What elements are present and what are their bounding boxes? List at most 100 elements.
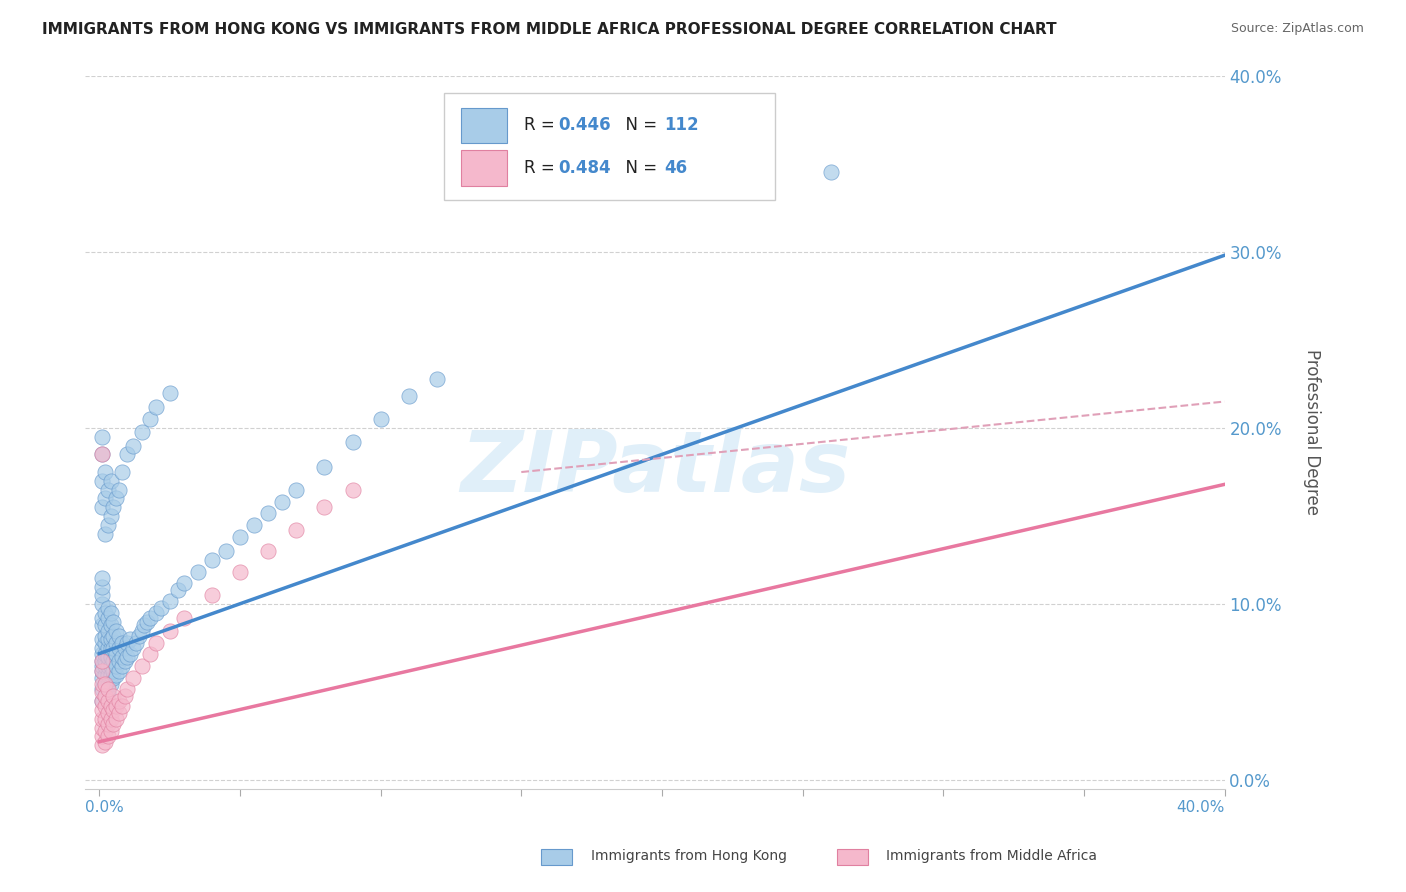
- Point: [215, 544, 238, 558]
- Point: [103, 641, 125, 656]
- Point: [97, 600, 120, 615]
- Text: ZIPatlas: ZIPatlas: [460, 426, 851, 509]
- Point: [97, 650, 120, 665]
- Point: [139, 412, 162, 426]
- Point: [97, 730, 120, 744]
- Point: [94, 618, 117, 632]
- Point: [91, 611, 114, 625]
- Point: [91, 618, 114, 632]
- Point: [105, 491, 128, 506]
- Text: 0.446: 0.446: [558, 117, 610, 135]
- Point: [91, 730, 114, 744]
- Point: [426, 371, 449, 385]
- Point: [103, 703, 125, 717]
- Point: [131, 659, 153, 673]
- Point: [103, 671, 125, 685]
- Point: [94, 676, 117, 690]
- Point: [94, 526, 117, 541]
- Point: [91, 694, 114, 708]
- Point: [167, 583, 190, 598]
- Point: [100, 712, 122, 726]
- Point: [111, 636, 134, 650]
- Point: [117, 636, 139, 650]
- Point: [103, 615, 125, 629]
- Point: [114, 689, 136, 703]
- Point: [97, 483, 120, 497]
- Text: 112: 112: [664, 117, 699, 135]
- Point: [91, 500, 114, 515]
- Text: R =: R =: [524, 117, 560, 135]
- Point: [187, 566, 209, 580]
- Point: [94, 712, 117, 726]
- Point: [134, 618, 156, 632]
- Point: [108, 694, 131, 708]
- Point: [100, 667, 122, 681]
- Point: [94, 724, 117, 739]
- Point: [94, 491, 117, 506]
- Text: N =: N =: [614, 117, 662, 135]
- Point: [229, 530, 252, 544]
- Point: [97, 706, 120, 721]
- Point: [91, 654, 114, 668]
- Point: [91, 447, 114, 461]
- Point: [103, 717, 125, 731]
- Point: [108, 629, 131, 643]
- Point: [91, 712, 114, 726]
- FancyBboxPatch shape: [461, 151, 506, 186]
- Point: [271, 495, 294, 509]
- Point: [139, 611, 162, 625]
- Point: [122, 439, 145, 453]
- Point: [100, 650, 122, 665]
- Point: [91, 738, 114, 752]
- Point: [314, 500, 336, 515]
- Point: [285, 523, 308, 537]
- Point: [100, 659, 122, 673]
- Point: [103, 500, 125, 515]
- Point: [94, 465, 117, 479]
- Point: [108, 641, 131, 656]
- Point: [342, 435, 364, 450]
- Point: [91, 664, 114, 678]
- Point: [100, 618, 122, 632]
- Point: [117, 650, 139, 665]
- Point: [91, 721, 114, 735]
- Point: [111, 465, 134, 479]
- Point: [370, 412, 392, 426]
- Point: [117, 447, 139, 461]
- Point: [94, 689, 117, 703]
- Point: [108, 706, 131, 721]
- Point: [108, 654, 131, 668]
- Point: [105, 636, 128, 650]
- Point: [173, 611, 195, 625]
- Point: [94, 676, 117, 690]
- Point: [314, 459, 336, 474]
- Text: N =: N =: [614, 160, 662, 178]
- Point: [136, 615, 159, 629]
- Point: [117, 681, 139, 696]
- Point: [94, 654, 117, 668]
- Text: Immigrants from Middle Africa: Immigrants from Middle Africa: [886, 849, 1097, 863]
- Point: [122, 671, 145, 685]
- Point: [97, 676, 120, 690]
- Point: [94, 667, 117, 681]
- Point: [105, 659, 128, 673]
- Point: [100, 724, 122, 739]
- Point: [159, 624, 181, 638]
- Point: [150, 600, 173, 615]
- Point: [94, 734, 117, 748]
- Point: [91, 647, 114, 661]
- Point: [91, 671, 114, 685]
- Point: [201, 588, 224, 602]
- Point: [97, 694, 120, 708]
- Point: [100, 676, 122, 690]
- Point: [97, 659, 120, 673]
- Point: [108, 483, 131, 497]
- Point: [105, 647, 128, 661]
- Point: [111, 699, 134, 714]
- Point: [120, 647, 142, 661]
- Text: Source: ZipAtlas.com: Source: ZipAtlas.com: [1230, 22, 1364, 36]
- Point: [91, 681, 114, 696]
- Point: [201, 553, 224, 567]
- Point: [91, 588, 114, 602]
- Point: [97, 641, 120, 656]
